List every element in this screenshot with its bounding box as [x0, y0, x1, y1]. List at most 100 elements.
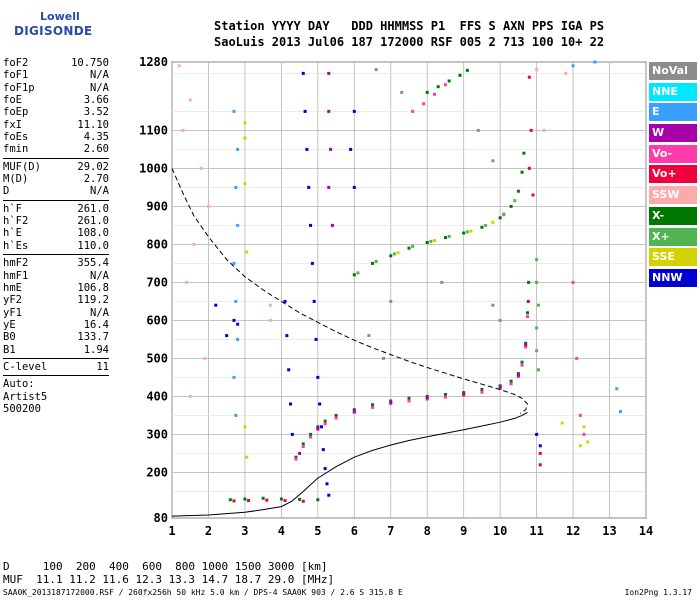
data-point — [316, 498, 320, 502]
param-row: foEp 3.52 — [3, 106, 109, 118]
data-point — [411, 244, 415, 248]
y-tick-label: 400 — [146, 389, 168, 403]
data-point — [392, 252, 396, 256]
data-point — [181, 128, 185, 132]
param-value: 29.02 — [77, 160, 109, 173]
data-point — [301, 445, 305, 449]
data-point — [192, 242, 196, 246]
param-value: N/A — [90, 69, 109, 82]
data-point — [316, 426, 320, 430]
muf-values-row: MUF 11.1 11.2 11.6 12.3 13.3 14.7 18.7 2… — [3, 573, 335, 586]
data-point — [447, 234, 451, 238]
param-row: yF2 119.2 — [3, 294, 109, 306]
data-point — [301, 442, 305, 446]
param-row: MUF(D) 29.02 — [3, 161, 109, 173]
data-point — [323, 467, 327, 471]
data-point — [535, 432, 539, 436]
data-point — [352, 408, 356, 412]
data-point — [327, 109, 331, 113]
data-point — [301, 499, 305, 503]
data-point — [535, 68, 539, 72]
data-point — [502, 212, 506, 216]
data-point — [352, 273, 356, 277]
legend-item: X+ — [649, 227, 697, 246]
param-row: foE 3.66 — [3, 94, 109, 106]
data-point — [234, 413, 238, 417]
data-point — [352, 185, 356, 189]
data-point — [334, 416, 338, 420]
data-point — [425, 396, 429, 400]
data-point — [524, 343, 528, 347]
data-point — [389, 399, 393, 403]
data-point — [524, 341, 528, 345]
data-point — [303, 109, 307, 113]
x-tick-label: 4 — [278, 524, 285, 538]
data-point — [268, 303, 272, 307]
logo-text-digisonde: DIGISONDE — [14, 24, 93, 38]
data-point — [586, 440, 590, 444]
param-label: M(D) — [3, 173, 29, 186]
param-label: fmin — [3, 143, 29, 156]
data-point — [443, 236, 447, 240]
data-point — [527, 166, 531, 170]
param-row: fmin 2.60 — [3, 143, 109, 155]
data-point — [301, 71, 305, 75]
param-value: N/A — [90, 269, 109, 282]
data-point — [536, 303, 540, 307]
data-point — [535, 326, 539, 330]
data-point — [411, 109, 415, 113]
data-point — [309, 435, 313, 439]
x-tick-label: 5 — [314, 524, 321, 538]
data-point — [177, 64, 181, 68]
param-label: B0 — [3, 331, 16, 344]
data-point — [225, 334, 229, 338]
data-point — [236, 322, 240, 326]
param-value: N/A — [90, 81, 109, 94]
y-tick-label: 80 — [154, 511, 168, 525]
data-point — [516, 372, 520, 376]
param-label: foE — [3, 94, 22, 107]
data-point — [535, 258, 539, 262]
data-point — [298, 451, 302, 455]
data-point — [526, 311, 529, 315]
data-point — [509, 204, 513, 208]
data-point — [236, 147, 240, 151]
data-point — [480, 225, 484, 229]
data-point — [243, 182, 247, 186]
data-point — [526, 315, 529, 319]
param-label: h`F — [3, 202, 22, 215]
data-point — [318, 402, 322, 406]
data-point — [247, 499, 251, 503]
data-point — [425, 394, 429, 398]
param-separator — [3, 199, 109, 201]
data-point — [323, 422, 327, 426]
data-point — [509, 379, 513, 383]
param-row: B0 133.7 — [3, 331, 109, 343]
y-tick-label: 1280 — [139, 55, 168, 69]
data-point — [232, 109, 236, 113]
x-tick-label: 13 — [602, 524, 616, 538]
param-row: hmE 106.8 — [3, 282, 109, 294]
data-point — [443, 395, 447, 399]
x-tick-label: 12 — [566, 524, 580, 538]
param-label: foF2 — [3, 57, 29, 69]
data-point — [367, 334, 371, 338]
data-point — [294, 455, 298, 459]
data-point — [578, 444, 582, 448]
param-separator — [3, 157, 109, 159]
data-point — [484, 223, 488, 227]
data-point — [374, 260, 378, 263]
param-label: C-level — [3, 360, 48, 373]
param-label: h`Es — [3, 239, 29, 252]
param-value: 110.0 — [77, 239, 109, 252]
data-point — [491, 220, 495, 224]
param-row: h`F2 261.0 — [3, 215, 109, 227]
data-point — [443, 393, 447, 396]
param-row: fxI 11.10 — [3, 119, 109, 131]
param-label: hmE — [3, 281, 22, 294]
data-point — [536, 368, 540, 372]
param-value: 261.0 — [77, 215, 109, 228]
data-point — [462, 391, 466, 395]
data-point — [458, 73, 462, 77]
data-point — [618, 410, 622, 414]
